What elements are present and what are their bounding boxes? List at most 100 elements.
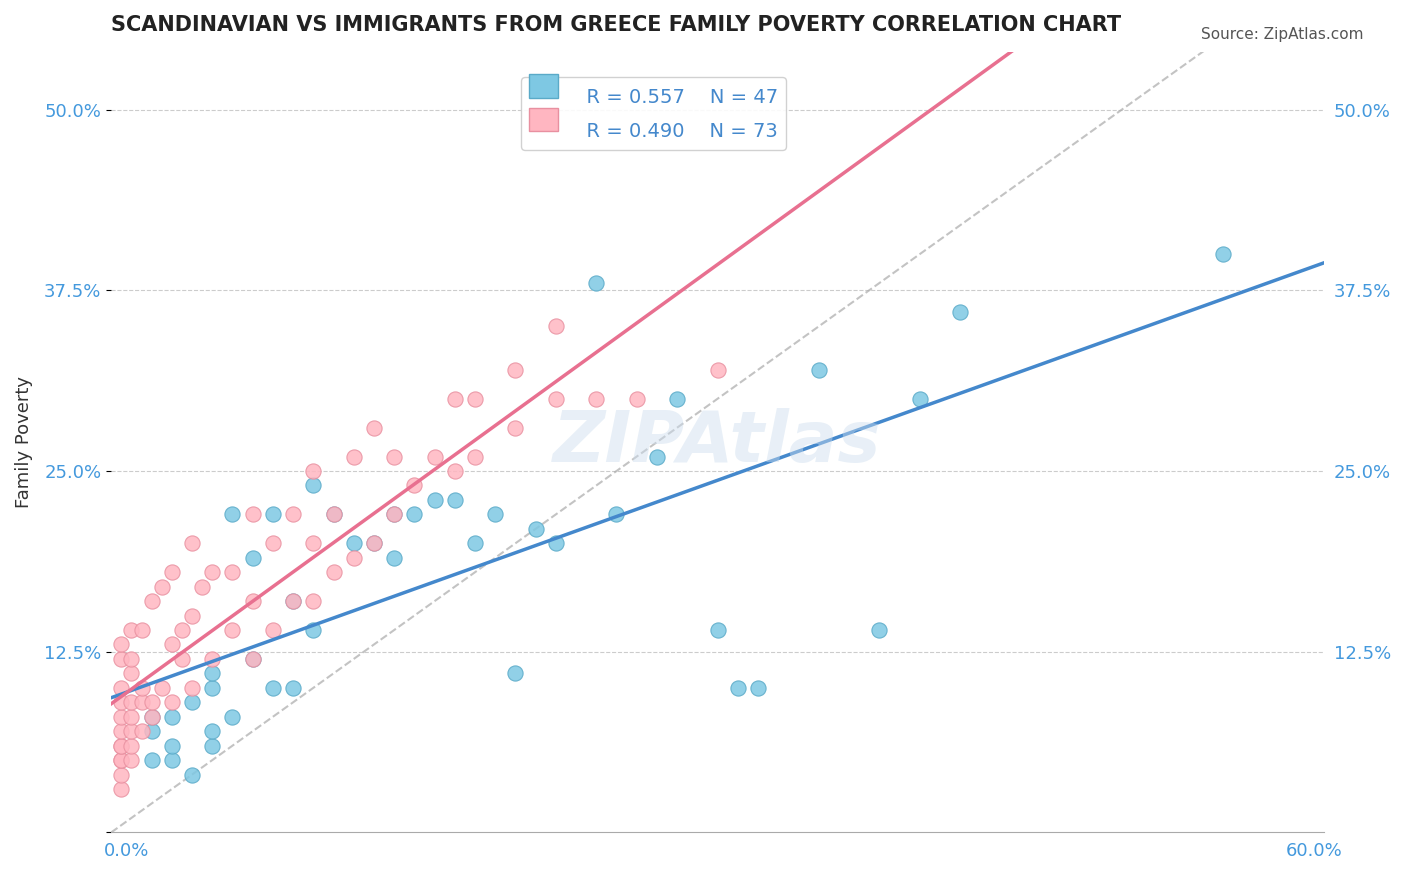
Text: Source: ZipAtlas.com: Source: ZipAtlas.com [1201, 27, 1364, 42]
Point [363, 536, 385, 550]
Point [281, 681, 304, 695]
Point [110, 681, 132, 695]
Point [544, 319, 567, 334]
Point [281, 594, 304, 608]
Point [747, 681, 769, 695]
Point [706, 623, 728, 637]
Point [645, 450, 668, 464]
Point [281, 594, 304, 608]
Point [322, 565, 344, 579]
Point [343, 536, 366, 550]
Point [181, 681, 204, 695]
Point [201, 565, 224, 579]
Point [191, 580, 214, 594]
Point [181, 536, 204, 550]
Point [423, 492, 446, 507]
Point [443, 392, 465, 406]
Point [262, 681, 284, 695]
Point [868, 623, 890, 637]
Point [706, 363, 728, 377]
Point [110, 652, 132, 666]
Point [727, 681, 749, 695]
Point [807, 363, 830, 377]
Point [544, 392, 567, 406]
Point [131, 724, 153, 739]
Point [322, 508, 344, 522]
Point [221, 508, 243, 522]
Text: SCANDINAVIAN VS IMMIGRANTS FROM GREECE FAMILY POVERTY CORRELATION CHART: SCANDINAVIAN VS IMMIGRANTS FROM GREECE F… [111, 15, 1122, 35]
Point [221, 710, 243, 724]
Point [120, 695, 142, 709]
Point [181, 695, 204, 709]
Point [505, 363, 527, 377]
Point [585, 276, 607, 290]
Point [160, 565, 183, 579]
Point [404, 508, 426, 522]
Point [120, 724, 142, 739]
Point [120, 623, 142, 637]
Legend:   R = 0.557    N = 47,   R = 0.490    N = 73: R = 0.557 N = 47, R = 0.490 N = 73 [522, 78, 786, 150]
Point [221, 623, 243, 637]
Y-axis label: Family Poverty: Family Poverty [15, 376, 32, 508]
Point [626, 392, 648, 406]
Point [120, 652, 142, 666]
Point [343, 550, 366, 565]
Point [110, 638, 132, 652]
Point [141, 724, 163, 739]
Point [150, 681, 173, 695]
Point [363, 536, 385, 550]
Point [505, 666, 527, 681]
Point [141, 710, 163, 724]
Point [110, 739, 132, 753]
Point [141, 710, 163, 724]
Point [443, 464, 465, 478]
Point [404, 478, 426, 492]
Point [201, 681, 224, 695]
Point [302, 623, 325, 637]
Point [110, 710, 132, 724]
Point [666, 392, 689, 406]
Point [160, 753, 183, 767]
Point [302, 478, 325, 492]
Point [141, 594, 163, 608]
Point [131, 623, 153, 637]
Point [242, 550, 264, 565]
Point [544, 536, 567, 550]
Point [150, 580, 173, 594]
Point [181, 608, 204, 623]
Point [160, 638, 183, 652]
Point [242, 508, 264, 522]
Point [120, 753, 142, 767]
Point [221, 565, 243, 579]
Point [322, 508, 344, 522]
Point [281, 508, 304, 522]
Point [160, 695, 183, 709]
Point [110, 695, 132, 709]
Text: 60.0%: 60.0% [1286, 842, 1343, 860]
Point [242, 652, 264, 666]
Point [141, 695, 163, 709]
Point [242, 594, 264, 608]
Point [484, 508, 506, 522]
Point [201, 652, 224, 666]
Point [110, 739, 132, 753]
Point [110, 782, 132, 797]
Point [363, 420, 385, 434]
Point [343, 450, 366, 464]
Point [131, 695, 153, 709]
Point [423, 450, 446, 464]
Point [908, 392, 931, 406]
Point [170, 652, 193, 666]
Point [120, 666, 142, 681]
Point [262, 623, 284, 637]
Point [302, 594, 325, 608]
Point [160, 710, 183, 724]
Point [110, 724, 132, 739]
Point [524, 522, 547, 536]
Point [382, 550, 405, 565]
Point [464, 536, 486, 550]
Point [382, 508, 405, 522]
Text: 0.0%: 0.0% [104, 842, 149, 860]
Point [585, 392, 607, 406]
Point [141, 753, 163, 767]
